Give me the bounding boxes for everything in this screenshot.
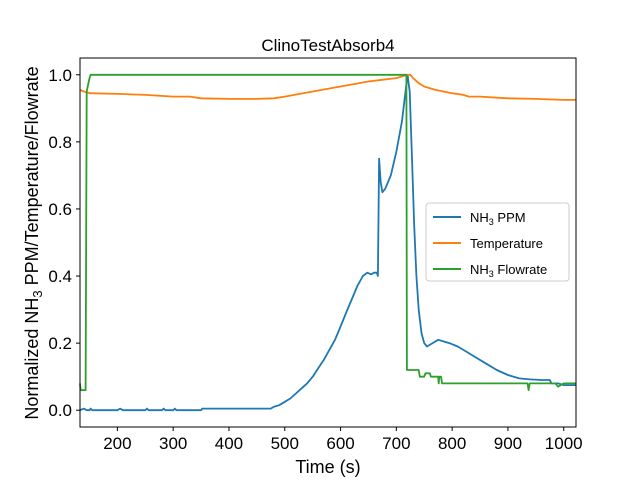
y-tick-label: 0.8 (48, 133, 72, 152)
x-tick-label: 1000 (545, 434, 583, 453)
series-line-1 (79, 73, 576, 412)
y-tick-label: 0.4 (48, 267, 72, 286)
legend-label-text: PPM (494, 210, 526, 225)
x-tick-label: 200 (103, 434, 131, 453)
x-tick-label: 900 (494, 434, 522, 453)
legend-label-text: NH (470, 262, 489, 277)
x-tick-label: 400 (215, 434, 243, 453)
y-tick-label: 0.2 (48, 334, 72, 353)
y-tick-label: 0.0 (48, 401, 72, 420)
x-tick-label: 300 (159, 434, 187, 453)
x-axis-ticks: 200 300 400 500 600 700 800 900 1000 (103, 427, 583, 453)
chart-title: ClinoTestAbsorb4 (261, 36, 394, 55)
legend-label-text: Flowrate (494, 262, 547, 277)
legend-label-text: Temperature (470, 236, 543, 251)
legend-label-1: NH3 PPM (470, 210, 526, 227)
series-line-3 (79, 73, 576, 391)
legend-label-subscript: 3 (489, 217, 494, 227)
y-axis-label-part-2: PPM/Temperature/Flowrate (22, 66, 42, 290)
y-axis-label: Normalized NH3 PPM/Temperature/Flowrate (22, 66, 45, 419)
legend-label-text: NH (470, 210, 489, 225)
legend-label-2: Temperature (470, 236, 543, 251)
x-tick-label: 700 (382, 434, 410, 453)
legend-label-3: NH3 Flowrate (470, 262, 547, 279)
x-tick-label: 500 (271, 434, 299, 453)
legend-label-subscript: 3 (489, 269, 494, 279)
legend-box (425, 202, 570, 282)
y-axis-label-part-1: Normalized NH (22, 298, 42, 420)
series-line-2 (79, 73, 576, 101)
y-axis-ticks: 0.0 0.2 0.4 0.6 0.8 1.0 (48, 66, 80, 420)
x-tick-label: 600 (326, 434, 354, 453)
series-layer (79, 73, 576, 412)
x-axis-label: Time (s) (295, 457, 360, 477)
y-axis-label-subscript: 3 (30, 290, 45, 297)
x-tick-label: 800 (438, 434, 466, 453)
y-tick-label: 0.6 (48, 200, 72, 219)
y-tick-label: 1.0 (48, 66, 72, 85)
plot-frame (79, 57, 577, 428)
